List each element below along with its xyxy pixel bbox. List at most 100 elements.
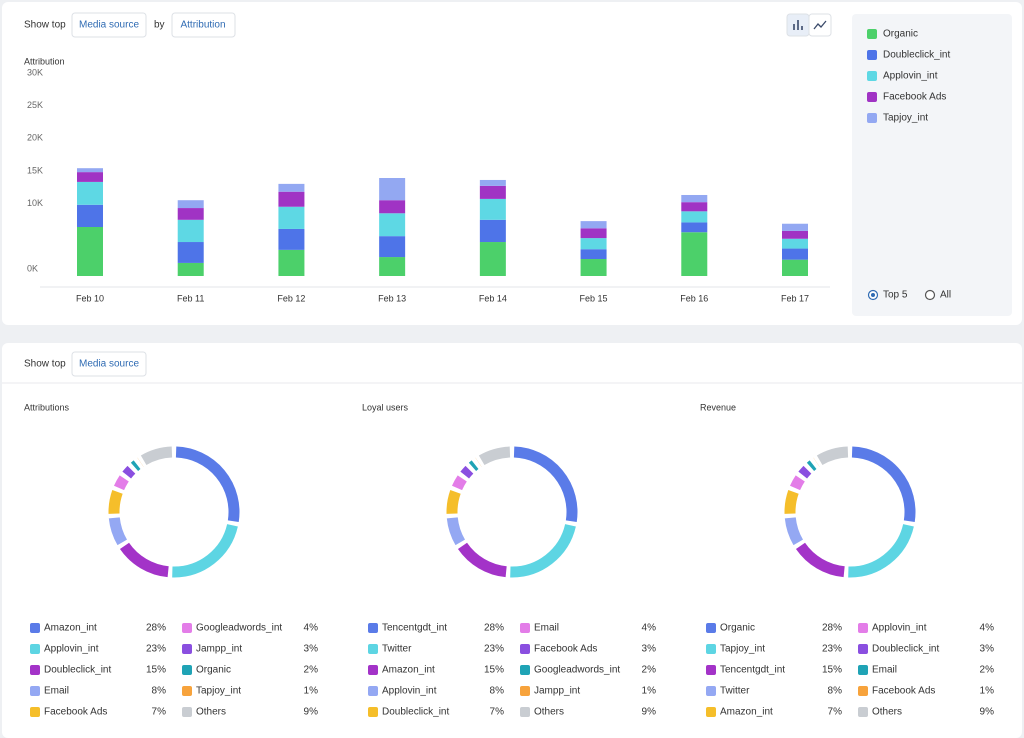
legend-swatch: [706, 686, 716, 696]
donut-title: Loyal users: [362, 402, 409, 412]
legend-label: Facebook Ads: [44, 707, 107, 718]
bar-segment: [580, 249, 607, 260]
legend-label: Facebook Ads: [534, 644, 597, 655]
legend-swatch: [368, 707, 378, 717]
legend-label: Email: [534, 623, 559, 634]
legend-swatch: [867, 50, 877, 60]
bar-segment: [580, 259, 607, 276]
legend-value: 4%: [980, 623, 995, 634]
legend-swatch: [858, 665, 868, 675]
legend-swatch: [30, 707, 40, 717]
donut-segment: [172, 523, 238, 578]
radio-all[interactable]: [924, 289, 936, 301]
legend-label: Twitter: [720, 686, 750, 697]
legend-label: Applovin_int: [872, 623, 927, 634]
legend-label: Doubleclick_int: [872, 644, 939, 655]
y-tick-label: 10K: [27, 198, 43, 208]
legend-swatch: [858, 707, 868, 717]
bar-segment: [177, 219, 204, 243]
bar-segment: [681, 211, 708, 223]
legend-label: Amazon_int: [44, 623, 97, 634]
legend-label: Tapjoy_int: [720, 644, 765, 655]
donut-segment: [795, 542, 845, 578]
bar-segment: [177, 200, 204, 209]
legend-label: Applovin_int: [382, 686, 437, 697]
donut-segment: [140, 446, 173, 466]
legend-value: 28%: [822, 623, 842, 634]
legend-value: 3%: [980, 644, 995, 655]
legend-swatch: [368, 644, 378, 654]
group-label[interactable]: Media source: [79, 20, 139, 31]
group-button[interactable]: [71, 12, 147, 38]
y-tick-label: 15K: [27, 165, 43, 175]
metric-button[interactable]: [171, 12, 236, 38]
bar-segment: [580, 238, 607, 250]
bar-segment: [77, 227, 103, 276]
bar-segment: [681, 232, 708, 276]
legend-value: 8%: [490, 686, 505, 697]
bar-segment: [580, 221, 607, 229]
bar-segment: [681, 194, 708, 203]
legend-swatch: [30, 686, 40, 696]
legend-label: Amazon_int: [720, 707, 773, 718]
group-label[interactable]: Media source: [79, 359, 139, 370]
donut-segment: [113, 475, 129, 491]
bar-segment: [77, 172, 103, 182]
x-tick-label: Feb 17: [781, 293, 809, 303]
legend-value: 4%: [304, 623, 319, 634]
show-top-label: Show top: [24, 359, 66, 370]
legend-label: Googleadwords_int: [196, 623, 282, 634]
legend-swatch: [858, 644, 868, 654]
legend-label: Email: [872, 665, 897, 676]
donut-segment: [468, 460, 479, 472]
legend-label: Organic: [883, 29, 918, 40]
all-label[interactable]: All: [940, 290, 951, 301]
bar-segment: [379, 257, 406, 276]
donut-segment: [446, 490, 461, 514]
group-button[interactable]: [71, 351, 147, 377]
legend-swatch: [30, 644, 40, 654]
bar-icon: [793, 20, 803, 30]
legend-value: 15%: [822, 665, 842, 676]
line-view-button[interactable]: [808, 13, 832, 37]
donut-segment: [119, 542, 169, 578]
bar-segment: [379, 178, 406, 201]
legend-swatch: [520, 623, 530, 633]
legend-label: Others: [534, 707, 564, 718]
legend-value: 8%: [828, 686, 843, 697]
legend-label: Organic: [720, 623, 755, 634]
legend-swatch: [706, 665, 716, 675]
top5-label[interactable]: Top 5: [883, 290, 908, 301]
x-tick-label: Feb 14: [479, 293, 507, 303]
legend-swatch: [368, 623, 378, 633]
legend-swatch: [867, 113, 877, 123]
legend-label: Email: [44, 686, 69, 697]
legend-value: 2%: [304, 665, 319, 676]
y-axis-label: Attribution: [24, 56, 65, 66]
bar-segment: [177, 208, 204, 220]
donut-segment: [451, 475, 467, 491]
legend-label: Jampp_int: [534, 686, 580, 697]
legend-value: 1%: [642, 686, 657, 697]
legend-value: 2%: [980, 665, 995, 676]
donut-segment: [108, 490, 123, 514]
donut-title: Attributions: [24, 402, 70, 412]
bar-segment: [782, 223, 808, 231]
bar-segment: [479, 198, 506, 220]
donut-segment: [784, 490, 799, 514]
donut-segment: [798, 465, 812, 479]
line-icon: [813, 20, 827, 30]
bar-segment: [479, 185, 506, 199]
legend-label: Jampp_int: [196, 644, 242, 655]
bar-segment: [278, 183, 305, 192]
x-tick-label: Feb 12: [277, 293, 305, 303]
legend-label: Amazon_int: [382, 665, 435, 676]
bar-segment: [278, 191, 305, 207]
metric-label[interactable]: Attribution: [180, 20, 225, 31]
legend-swatch: [706, 707, 716, 717]
legend-swatch: [30, 665, 40, 675]
donut-segment: [513, 446, 578, 523]
donut-segment: [460, 465, 474, 479]
bar-segment: [479, 179, 506, 186]
bar-segment: [782, 230, 808, 239]
